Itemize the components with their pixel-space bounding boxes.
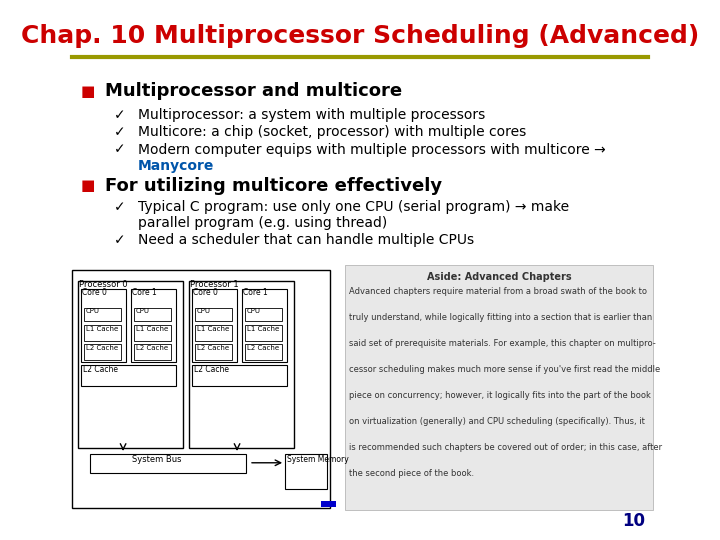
Text: Core 1: Core 1 <box>132 288 157 297</box>
Text: ✓: ✓ <box>114 143 126 157</box>
Text: Aside: Advanced Chapters: Aside: Advanced Chapters <box>428 272 572 282</box>
Text: Multicore: a chip (socket, processor) with multiple cores: Multicore: a chip (socket, processor) wi… <box>138 125 526 139</box>
Text: L2 Cache: L2 Cache <box>83 365 118 374</box>
Text: Need a scheduler that can handle multiple CPUs: Need a scheduler that can handle multipl… <box>138 233 474 247</box>
Text: Processor 0: Processor 0 <box>79 280 128 289</box>
Text: the second piece of the book.: the second piece of the book. <box>349 469 474 478</box>
Bar <box>90 454 246 472</box>
Text: CPU: CPU <box>135 308 150 314</box>
Bar <box>81 364 176 386</box>
Bar <box>78 281 183 448</box>
Bar <box>84 344 121 360</box>
Text: ✓: ✓ <box>114 233 126 247</box>
Bar <box>195 325 233 341</box>
Bar <box>242 289 287 362</box>
Text: CPU: CPU <box>197 308 211 314</box>
Text: L1 Cache: L1 Cache <box>135 326 168 332</box>
Text: Multiprocessor and multicore: Multiprocessor and multicore <box>105 82 402 100</box>
Bar <box>195 308 233 321</box>
Text: said set of prerequisite materials. For example, this chapter on multipro-: said set of prerequisite materials. For … <box>349 339 656 348</box>
Bar <box>245 325 282 341</box>
Text: System Bus: System Bus <box>132 455 181 464</box>
Bar <box>134 325 171 341</box>
Text: cessor scheduling makes much more sense if you've first read the middle: cessor scheduling makes much more sense … <box>349 365 660 374</box>
Bar <box>245 308 282 321</box>
Text: Core 0: Core 0 <box>82 288 107 297</box>
Text: L2 Cache: L2 Cache <box>135 345 168 350</box>
Bar <box>81 289 126 362</box>
Text: L2 Cache: L2 Cache <box>247 345 279 350</box>
Text: ✓: ✓ <box>114 125 126 139</box>
Text: ✓: ✓ <box>114 108 126 122</box>
Text: 10: 10 <box>622 512 645 530</box>
Bar <box>84 308 121 321</box>
Text: L2 Cache: L2 Cache <box>86 345 118 350</box>
Text: truly understand, while logically fitting into a section that is earlier than: truly understand, while logically fittin… <box>349 313 652 322</box>
Text: Chap. 10 Multiprocessor Scheduling (Advanced): Chap. 10 Multiprocessor Scheduling (Adva… <box>21 24 699 48</box>
Text: CPU: CPU <box>86 308 100 314</box>
Text: Processor 1: Processor 1 <box>190 280 239 289</box>
Text: System Memory: System Memory <box>287 455 348 464</box>
Text: parallel program (e.g. using thread): parallel program (e.g. using thread) <box>138 216 387 230</box>
Text: Typical C program: use only one CPU (serial program) → make: Typical C program: use only one CPU (ser… <box>138 200 570 214</box>
Bar <box>345 265 652 510</box>
Text: ✓: ✓ <box>114 200 126 214</box>
Text: L1 Cache: L1 Cache <box>197 326 229 332</box>
Text: For utilizing multicore effectively: For utilizing multicore effectively <box>105 177 442 194</box>
Text: L2 Cache: L2 Cache <box>197 345 229 350</box>
Bar <box>72 270 330 508</box>
Text: Core 1: Core 1 <box>243 288 268 297</box>
Bar <box>131 289 176 362</box>
Text: L1 Cache: L1 Cache <box>247 326 279 332</box>
Text: Core 0: Core 0 <box>193 288 218 297</box>
Text: Advanced chapters require material from a broad swath of the book to: Advanced chapters require material from … <box>349 287 647 296</box>
Bar <box>189 281 294 448</box>
Bar <box>84 325 121 341</box>
Text: piece on concurrency; however, it logically fits into the part of the book: piece on concurrency; however, it logica… <box>349 391 651 400</box>
Text: ■: ■ <box>81 84 96 99</box>
Bar <box>134 308 171 321</box>
Bar <box>245 344 282 360</box>
Text: Multiprocessor: a system with multiple processors: Multiprocessor: a system with multiple p… <box>138 108 485 122</box>
Bar <box>134 344 171 360</box>
Bar <box>321 501 336 507</box>
Text: L1 Cache: L1 Cache <box>86 326 118 332</box>
Text: L2 Cache: L2 Cache <box>194 365 229 374</box>
Text: Modern computer equips with multiple processors with multicore →: Modern computer equips with multiple pro… <box>138 143 606 157</box>
Bar <box>285 454 327 489</box>
Text: ■: ■ <box>81 178 96 193</box>
Text: is recommended such chapters be covered out of order; in this case, after: is recommended such chapters be covered … <box>349 443 662 452</box>
Text: CPU: CPU <box>247 308 261 314</box>
Bar <box>192 289 237 362</box>
Text: on virtualization (generally) and CPU scheduling (specifically). Thus, it: on virtualization (generally) and CPU sc… <box>349 417 645 426</box>
Text: Manycore: Manycore <box>138 159 215 173</box>
Bar <box>195 344 233 360</box>
Bar <box>192 364 287 386</box>
